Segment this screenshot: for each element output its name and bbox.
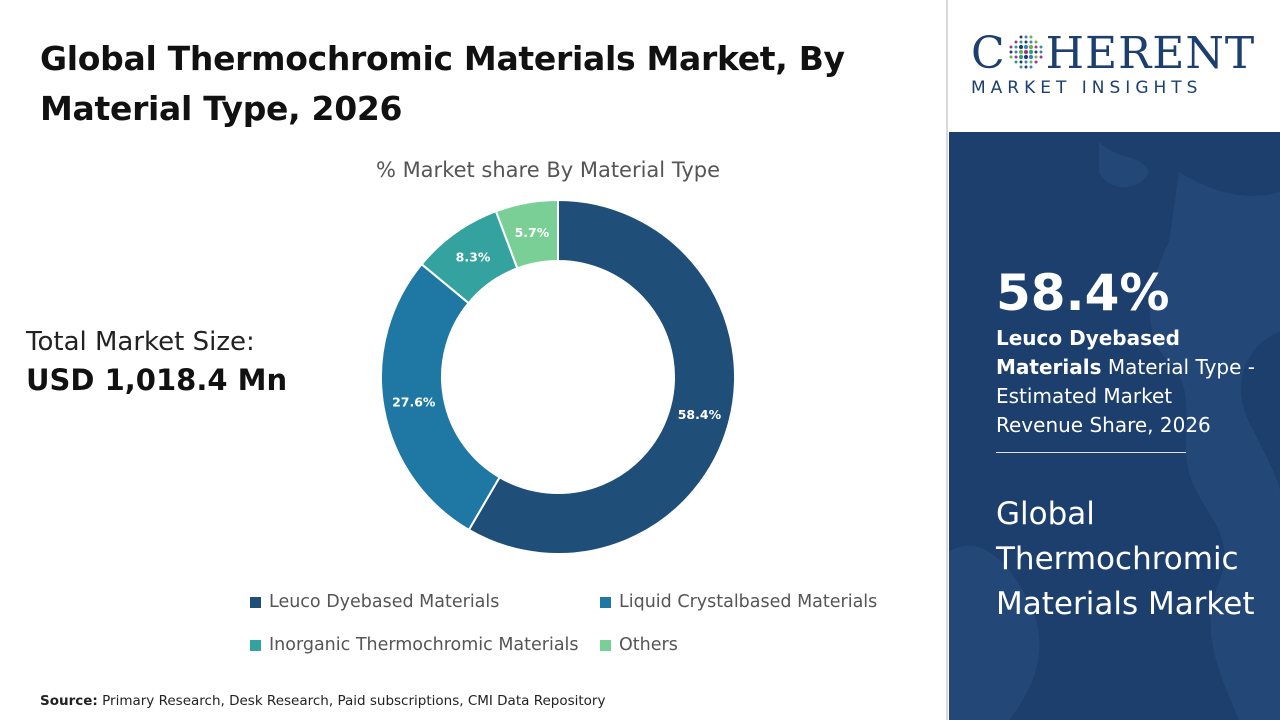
logo-dot: [1039, 45, 1043, 49]
logo-suffix: HERENT: [1045, 28, 1256, 79]
logo-dot: [1024, 60, 1028, 64]
source-label: Source:: [40, 693, 98, 709]
source-text: Primary Research, Desk Research, Paid su…: [102, 693, 606, 709]
legend-item-1: Leuco Dyebased Materials: [250, 592, 499, 612]
donut-label-2: 27.6%: [392, 395, 436, 410]
logo-dot: [1029, 40, 1033, 44]
logo-dot: [1028, 44, 1033, 50]
highlight-panel: 58.4% Leuco Dyebased Materials Material …: [949, 132, 1280, 720]
logo-dot: [1039, 55, 1043, 59]
highlight-segment: Leuco Dyebased Materials: [996, 326, 1180, 379]
logo-dot: [1014, 55, 1018, 59]
logo-dot: [1034, 55, 1038, 59]
page-title: Global Thermochromic Materials Market, B…: [40, 39, 845, 128]
legend-item-2: Liquid Crystalbased Materials: [600, 592, 877, 612]
legend-swatch: [600, 639, 611, 651]
logo-tagline: MARKET INSIGHTS: [971, 78, 1203, 98]
chart-panel: Global Thermochromic Materials Market, B…: [26, 0, 948, 720]
logo-dot: [1014, 40, 1018, 44]
source-note: Source: Primary Research, Desk Research,…: [40, 693, 605, 709]
logo-dot: [1009, 45, 1013, 49]
logo-dot: [1023, 54, 1028, 60]
legend-label: Liquid Crystalbased Materials: [619, 592, 878, 612]
logo-dot: [1024, 40, 1028, 44]
donut-label-4: 5.7%: [515, 225, 550, 240]
logo-dot: [1019, 65, 1023, 69]
logo-dot: [1018, 44, 1023, 50]
logo-dot: [1034, 60, 1038, 64]
logo-dot: [1023, 44, 1028, 50]
logo-dot: [1034, 45, 1038, 49]
logo-dot: [1029, 60, 1033, 64]
logo-dot: [1029, 35, 1033, 39]
total-market-size: Total Market Size: USD 1,018.4 Mn: [26, 324, 287, 400]
logo-globe-icon: [1009, 35, 1043, 69]
logo-dot: [1034, 40, 1038, 44]
info-panel: C HERENT MARKET INSIGHTS 58.4% Leuco Dye…: [949, 0, 1280, 720]
market-name: Global Thermochromic Materials Market: [996, 496, 1255, 622]
world-map-watermark-icon: [949, 142, 1280, 720]
legend-label: Leuco Dyebased Materials: [269, 592, 500, 612]
logo-dot: [1009, 50, 1013, 54]
logo: C HERENT MARKET INSIGHTS: [949, 0, 1280, 132]
donut-slice-2: [380, 262, 501, 532]
logo-dot: [1018, 54, 1023, 60]
logo-dot: [1019, 60, 1023, 64]
donut-chart: 58.4% 27.6% 8.3% 5.7%: [380, 200, 736, 555]
logo-dot: [1014, 50, 1018, 54]
logo-dot: [1018, 49, 1023, 55]
logo-dot: [1023, 49, 1028, 55]
logo-dot: [1024, 35, 1028, 39]
chart-title: % Market share By Material Type: [375, 158, 721, 182]
logo-dot: [1019, 35, 1023, 39]
logo-dot: [1019, 40, 1023, 44]
logo-dot: [1029, 65, 1033, 69]
legend-item-3: Inorganic Thermochromic Materials: [250, 635, 579, 655]
legend-label: Others: [619, 635, 678, 655]
logo-dot: [1009, 55, 1013, 59]
logo-dot: [1024, 65, 1028, 69]
logo-dot: [1014, 45, 1018, 49]
divider: [996, 452, 1186, 453]
donut-slice-1: [467, 200, 736, 555]
highlight-desc-text: Material Type - Estimated Market Revenue…: [996, 355, 1255, 437]
logo-dot: [1028, 54, 1033, 60]
legend-label: Inorganic Thermochromic Materials: [269, 635, 579, 655]
legend-item-4: Others: [600, 635, 678, 655]
donut-label-1: 58.4%: [678, 407, 722, 422]
logo-dot: [1039, 50, 1043, 54]
donut-label-3: 8.3%: [456, 250, 491, 265]
highlight-percentage: 58.4%: [996, 264, 1170, 322]
total-market-value: USD 1,018.4 Mn: [26, 363, 288, 397]
total-market-label: Total Market Size:: [26, 327, 255, 357]
logo-prefix: C: [971, 28, 1006, 79]
legend-swatch: [250, 639, 261, 651]
legend-swatch: [250, 596, 261, 608]
logo-dot: [1034, 50, 1038, 54]
logo-dot: [1028, 49, 1033, 55]
legend-swatch: [600, 596, 611, 608]
highlight-description: Leuco Dyebased Materials Material Type -…: [996, 324, 1261, 440]
donut-slice-4: [494, 200, 559, 270]
logo-dot: [1014, 60, 1018, 64]
logo-wordmark: C HERENT: [971, 28, 1255, 79]
